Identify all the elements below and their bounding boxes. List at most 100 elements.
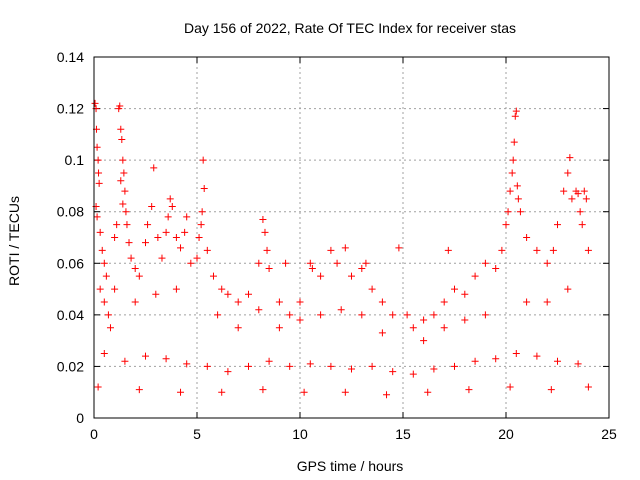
data-point <box>118 136 126 144</box>
data-point <box>296 316 304 324</box>
data-point <box>275 324 283 332</box>
data-point <box>275 298 283 306</box>
data-point <box>514 195 522 203</box>
data-point <box>420 337 428 345</box>
data-point <box>348 272 355 280</box>
chart-title: Day 156 of 2022, Rate Of TEC Index for r… <box>184 20 516 36</box>
data-point <box>511 112 519 120</box>
data-point <box>348 365 355 373</box>
data-point <box>568 195 576 203</box>
data-point <box>358 264 366 272</box>
data-point <box>471 357 479 365</box>
data-point <box>117 177 125 185</box>
data-point <box>125 239 133 247</box>
data-point <box>116 102 124 110</box>
data-point <box>187 259 195 267</box>
x-tick-label: 15 <box>395 426 411 442</box>
data-point <box>95 169 103 177</box>
y-tick-label: 0.12 <box>57 101 84 117</box>
data-point <box>337 306 345 314</box>
data-point <box>135 272 143 280</box>
data-point <box>430 311 438 319</box>
data-point <box>300 388 308 396</box>
data-point <box>506 383 514 391</box>
data-point <box>193 254 201 262</box>
data-point <box>104 311 112 319</box>
data-point <box>554 221 561 229</box>
data-point <box>197 221 205 229</box>
data-point <box>481 259 489 267</box>
data-point <box>158 254 166 262</box>
data-point <box>263 246 271 254</box>
data-point <box>282 259 290 267</box>
data-point <box>100 298 108 306</box>
data-point <box>306 360 314 368</box>
data-point <box>172 285 180 293</box>
data-point <box>533 246 541 254</box>
data-point <box>265 264 273 272</box>
data-point <box>465 386 473 394</box>
data-point <box>498 246 506 254</box>
data-point <box>119 156 127 164</box>
data-point <box>389 311 397 319</box>
y-tick-label: 0 <box>76 410 84 426</box>
data-point <box>150 164 158 172</box>
y-tick-label: 0.04 <box>57 307 84 323</box>
data-point <box>574 190 582 198</box>
data-point <box>523 298 531 306</box>
x-tick-label: 5 <box>193 426 201 442</box>
data-point <box>100 259 108 267</box>
data-point <box>317 311 325 319</box>
data-point <box>200 185 208 193</box>
data-point <box>100 350 108 358</box>
data-point <box>549 246 557 254</box>
data-point <box>378 298 386 306</box>
data-point <box>93 143 101 151</box>
y-tick-label: 0.1 <box>65 152 85 168</box>
data-point <box>358 311 366 319</box>
data-point <box>152 290 160 298</box>
data-point <box>512 350 520 358</box>
data-point <box>286 311 294 319</box>
data-point <box>508 169 516 177</box>
data-point <box>440 298 448 306</box>
data-point <box>451 285 458 293</box>
data-point <box>255 306 263 314</box>
data-point <box>259 215 267 223</box>
data-point <box>127 254 135 262</box>
data-point <box>492 355 500 363</box>
data-point <box>94 383 102 391</box>
data-point <box>245 362 252 370</box>
x-tick-label: 25 <box>601 426 617 442</box>
data-point <box>516 208 524 216</box>
data-point <box>162 228 170 236</box>
data-point <box>106 324 114 332</box>
data-point <box>533 352 541 360</box>
data-point <box>327 246 335 254</box>
data-point <box>389 368 397 376</box>
data-point <box>142 239 149 247</box>
data-point <box>395 244 403 252</box>
data-point <box>451 362 458 370</box>
x-tick-label: 0 <box>90 426 98 442</box>
data-point <box>218 285 226 293</box>
data-point <box>94 156 102 164</box>
data-point <box>111 285 119 293</box>
data-point <box>461 290 469 298</box>
data-point <box>341 388 349 396</box>
y-tick-label: 0.14 <box>57 49 84 65</box>
data-point <box>203 246 211 254</box>
data-point <box>224 290 232 298</box>
data-point <box>234 298 242 306</box>
data-point <box>113 221 121 229</box>
data-point <box>513 182 521 190</box>
data-point <box>214 311 222 319</box>
data-point <box>580 187 588 195</box>
data-point <box>245 290 252 298</box>
data-point <box>261 228 269 236</box>
data-point <box>224 368 232 376</box>
data-point <box>148 203 156 211</box>
data-point <box>564 169 572 177</box>
data-point <box>362 259 370 267</box>
